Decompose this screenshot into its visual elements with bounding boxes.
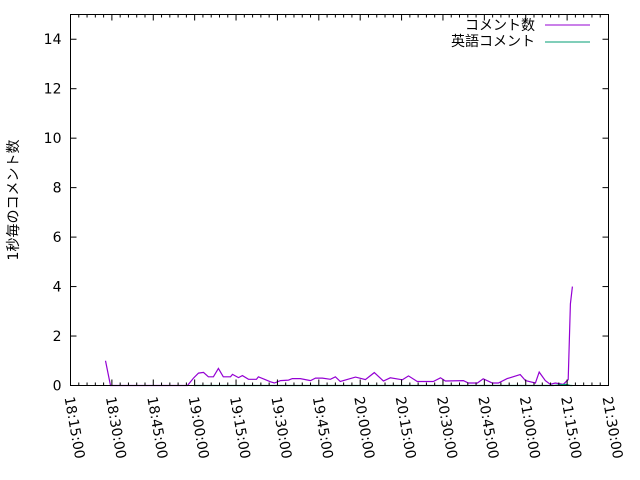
plot-border [70, 14, 609, 386]
series-layer [104, 286, 573, 387]
y-axis-label: 1秒毎のコメント数 [6, 140, 22, 261]
x-tick-label: 19:00:00 [185, 395, 212, 460]
x-tick-label: 19:15:00 [226, 395, 253, 460]
x-tick-label: 19:30:00 [267, 395, 294, 460]
x-tick-label: 18:45:00 [143, 395, 170, 460]
x-tick-label: 21:15:00 [557, 395, 584, 460]
x-tick-label: 20:00:00 [350, 395, 377, 460]
y-tick-label: 0 [53, 379, 62, 395]
legend: コメント数 英語コメント [451, 18, 590, 50]
x-tick-label: 21:00:00 [516, 395, 543, 460]
y-tick-label: 10 [44, 131, 62, 147]
y-tick-label: 4 [53, 280, 62, 296]
x-tick-label: 20:15:00 [392, 395, 419, 460]
legend-label-0: コメント数 [465, 18, 535, 34]
y-tick-label: 2 [53, 329, 62, 345]
ticks-layer: 0 2 4 6 8 10 12 14 18:15:00 18:30:00 18:45:00 19:00… [44, 14, 626, 460]
x-tick-label: 19:45:00 [309, 395, 336, 460]
y-tick-label: 14 [44, 32, 62, 48]
x-tick-label: 20:45:00 [474, 395, 501, 460]
y-tick-label: 12 [44, 82, 62, 98]
legend-label-1: 英語コメント [451, 33, 535, 50]
y-tick-label: 8 [53, 181, 62, 197]
x-tick-label: 18:30:00 [102, 395, 129, 460]
y-tick-label: 6 [53, 230, 62, 246]
x-tick-label: 20:30:00 [433, 395, 460, 460]
series-line-0 [104, 286, 573, 387]
x-tick-label: 21:30:00 [599, 395, 626, 460]
x-tick-label: 18:15:00 [61, 395, 88, 460]
